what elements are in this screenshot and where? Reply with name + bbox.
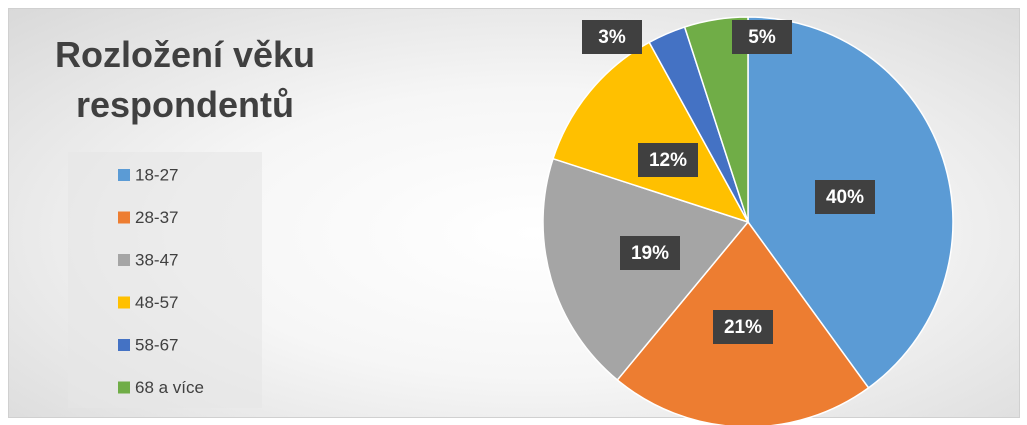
- chart-title: Rozložení věku respondentů: [54, 34, 316, 125]
- legend-swatch: [118, 339, 130, 351]
- data-label: 3%: [598, 27, 626, 48]
- data-label: 5%: [748, 27, 776, 48]
- legend-label: 18-27: [135, 165, 178, 184]
- data-label-box: [732, 20, 792, 54]
- data-label-box: [638, 143, 698, 177]
- data-label: 12%: [649, 150, 687, 171]
- data-label-box: [815, 180, 875, 214]
- data-label: 21%: [724, 317, 762, 338]
- pie-slice: [683, 16, 749, 223]
- legend-label: 58-67: [135, 335, 178, 354]
- legend-swatch: [118, 169, 130, 181]
- legend-label: 48-57: [135, 293, 178, 312]
- data-label-box: [582, 20, 642, 54]
- legend-swatch: [118, 381, 130, 394]
- legend-label: 68 a více: [135, 378, 204, 397]
- legend-box: [68, 152, 262, 408]
- data-label: 40%: [826, 187, 864, 208]
- legend-swatch: [118, 211, 130, 224]
- data-label-box: [620, 236, 680, 270]
- legend-swatch: [118, 254, 130, 266]
- legend-label: 28-37: [135, 208, 178, 227]
- legend-label: 38-47: [135, 250, 178, 269]
- legend-swatch: [118, 296, 130, 309]
- data-label: 19%: [631, 243, 669, 264]
- data-label-box: [713, 310, 773, 344]
